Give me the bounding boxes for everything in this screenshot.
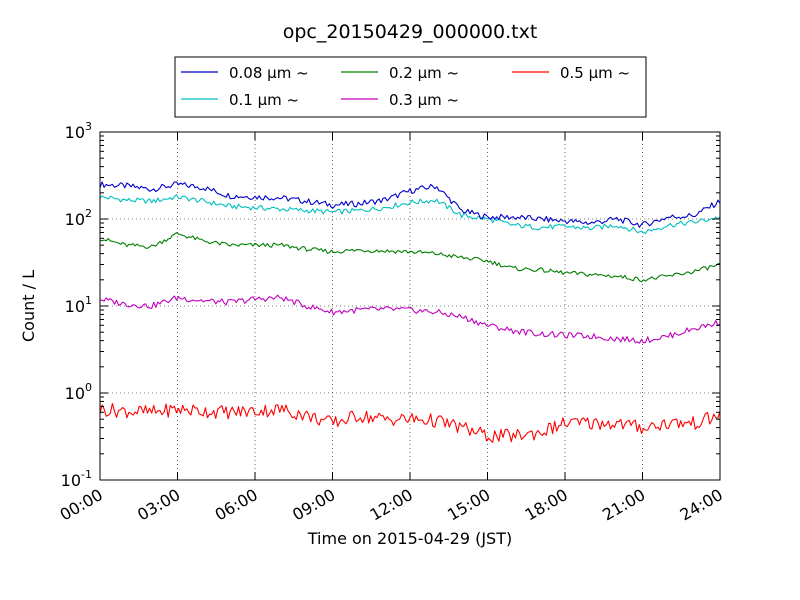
chart-title: opc_20150429_000000.txt — [283, 21, 538, 43]
x-tick-label: 00:00 — [57, 485, 106, 525]
series-line-1 — [99, 194, 721, 234]
series-line-0 — [99, 181, 721, 228]
legend: 0.08 μm ~ 0.1 μm ~ 0.2 μm ~ 0.3 μm ~ 0.5 μm … — [174, 56, 647, 118]
legend-label-1: 0.1 μm ~ — [229, 91, 299, 109]
x-tick-label: 12:00 — [367, 485, 416, 525]
series-line-3 — [99, 294, 721, 344]
x-tick-label: 09:00 — [289, 485, 338, 525]
legend-label-4: 0.5 μm ~ — [560, 64, 630, 82]
x-axis-label: Time on 2015-04-29 (JST) — [307, 529, 512, 548]
y-tick-label: 10-1 — [61, 468, 92, 490]
y-tick-label: 102 — [65, 207, 92, 229]
series-line-2 — [99, 232, 721, 283]
series-layer — [99, 181, 721, 443]
y-tick-label: 101 — [65, 294, 92, 316]
x-tick-label: 03:00 — [134, 485, 183, 525]
x-tick-label: 21:00 — [599, 485, 648, 525]
y-axis-ticks: 10-1 100 101 102 103 — [61, 120, 720, 490]
grid — [100, 132, 720, 480]
x-tick-label: 06:00 — [212, 485, 261, 525]
x-tick-label: 15:00 — [444, 485, 493, 525]
legend-box — [174, 56, 647, 118]
legend-label-2: 0.2 μm ~ — [389, 64, 459, 82]
legend-label-0: 0.08 μm ~ — [229, 64, 309, 82]
y-axis-label: Count / L — [19, 270, 38, 342]
legend-label-3: 0.3 μm ~ — [389, 91, 459, 109]
y-tick-label: 100 — [65, 381, 92, 403]
x-tick-label: 18:00 — [522, 485, 571, 525]
series-line-4 — [99, 402, 721, 443]
x-tick-label: 24:00 — [677, 485, 726, 525]
y-tick-label: 103 — [65, 120, 92, 142]
